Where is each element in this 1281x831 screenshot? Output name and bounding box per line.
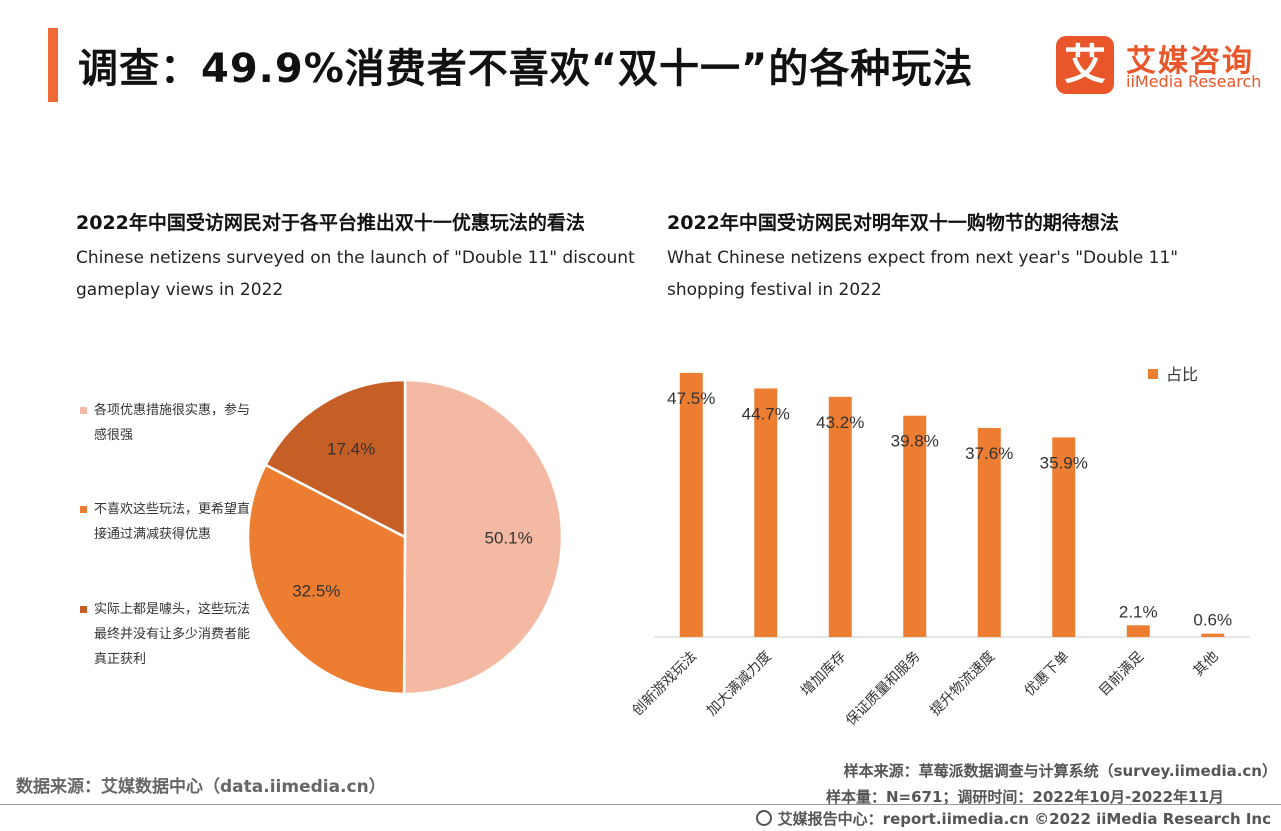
sample-source-note: 样本来源：草莓派数据调查与计算系统（survey.iimedia.cn）	[843, 762, 1277, 780]
pie-legend-label: 不喜欢这些玩法，更希望直接通过满减获得优惠	[94, 502, 251, 542]
pie-slice-label: 17.4%	[327, 439, 375, 458]
pie-slice	[263, 378, 407, 540]
bar	[903, 415, 927, 637]
sample-size-note: 样本量：N=671；调研时间：2022年10月-2022年11月	[826, 788, 1224, 806]
data-source-note: 数据来源：艾媒数据中心（data.iimedia.cn）	[16, 777, 386, 797]
pie-chart-title: 2022年中国受访网民对于各平台推出双十一优惠玩法的看法	[76, 212, 585, 234]
legend-swatch	[80, 606, 87, 613]
title-accent-bar	[48, 28, 58, 102]
bar-value-label: 37.6%	[965, 444, 1013, 463]
bar-value-label: 35.9%	[1040, 453, 1088, 472]
pie-legend-label: 实际上都是噱头，这些玩法最终并没有让多少消费者能真正获利	[94, 602, 251, 667]
bar	[977, 427, 1001, 637]
globe-icon	[755, 810, 772, 826]
pie-legend-item: 各项优惠措施很实惠，参与感很强	[80, 398, 254, 448]
footer-divider	[0, 804, 1281, 805]
category-tick-label: 优惠下单	[1022, 649, 1073, 700]
pie-chart-description: Chinese netizens surveyed on the launch …	[76, 248, 635, 300]
category-tick-label: 增加库存	[798, 649, 849, 700]
bar	[1126, 625, 1150, 637]
category-tick-label: 加大满减力度	[704, 649, 775, 720]
legend-swatch	[1148, 369, 1158, 379]
category-tick-label: 其他	[1190, 649, 1221, 680]
pie-chart: 50.1% 32.5% 17.4%	[246, 378, 564, 696]
bar	[679, 372, 703, 637]
copyright-text: 艾媒报告中心：report.iimedia.cn ©2022 iiMedia R…	[777, 810, 1271, 828]
bar-value-label: 43.2%	[816, 413, 864, 432]
logo-mark-icon: 艾	[1056, 36, 1114, 94]
bar	[1052, 437, 1076, 637]
logo-english-name: iiMedia Research	[1126, 72, 1262, 91]
bar-chart: 47.5% 创新游戏玩法 44.7% 加大满减力度 43.2% 增加库存 39.8% 保证质量…	[629, 365, 1250, 730]
category-tick-label: 目前满足	[1095, 648, 1147, 700]
category-tick-label: 创新游戏玩法	[629, 649, 700, 720]
bar-value-label: 44.7%	[742, 404, 790, 423]
pie-legend-label: 各项优惠措施很实惠，参与感很强	[94, 403, 251, 443]
pie-legend-item: 不喜欢这些玩法，更希望直接通过满减获得优惠	[80, 497, 254, 547]
bar	[1201, 633, 1225, 637]
legend-swatch	[80, 506, 87, 513]
bar-value-label: 39.8%	[891, 432, 939, 451]
bar	[828, 396, 852, 637]
logo-chinese-name: 艾媒咨询	[1126, 44, 1254, 79]
category-tick-label: 提升物流速度	[927, 649, 998, 720]
copyright-line: 艾媒报告中心：report.iimedia.cn ©2022 iiMedia R…	[755, 808, 1271, 829]
bar-value-label: 47.5%	[667, 389, 715, 408]
iimedia-logo: 艾 艾媒咨询 iiMedia Research	[1056, 36, 1264, 94]
bar-value-label: 0.6%	[1193, 611, 1232, 630]
pie-slice-label: 50.1%	[485, 528, 533, 547]
bar-value-label: 2.1%	[1119, 602, 1158, 621]
pie-slice	[402, 378, 564, 696]
pie-legend-item: 实际上都是噱头，这些玩法最终并没有让多少消费者能真正获利	[80, 597, 254, 672]
bar-chart-description: What Chinese netizens expect from next y…	[667, 248, 1179, 300]
bar-legend-label: 占比	[1166, 365, 1198, 384]
page-title: 调查：49.9%消费者不喜欢“双十一”的各种玩法	[78, 46, 974, 92]
category-tick-label: 保证质量和服务	[843, 649, 924, 730]
bar	[754, 388, 778, 637]
pie-slice-label: 32.5%	[292, 582, 340, 601]
legend-swatch	[80, 407, 87, 414]
pie-slice	[246, 463, 407, 696]
bar-chart-title: 2022年中国受访网民对明年双十一购物节的期待想法	[667, 212, 1119, 234]
